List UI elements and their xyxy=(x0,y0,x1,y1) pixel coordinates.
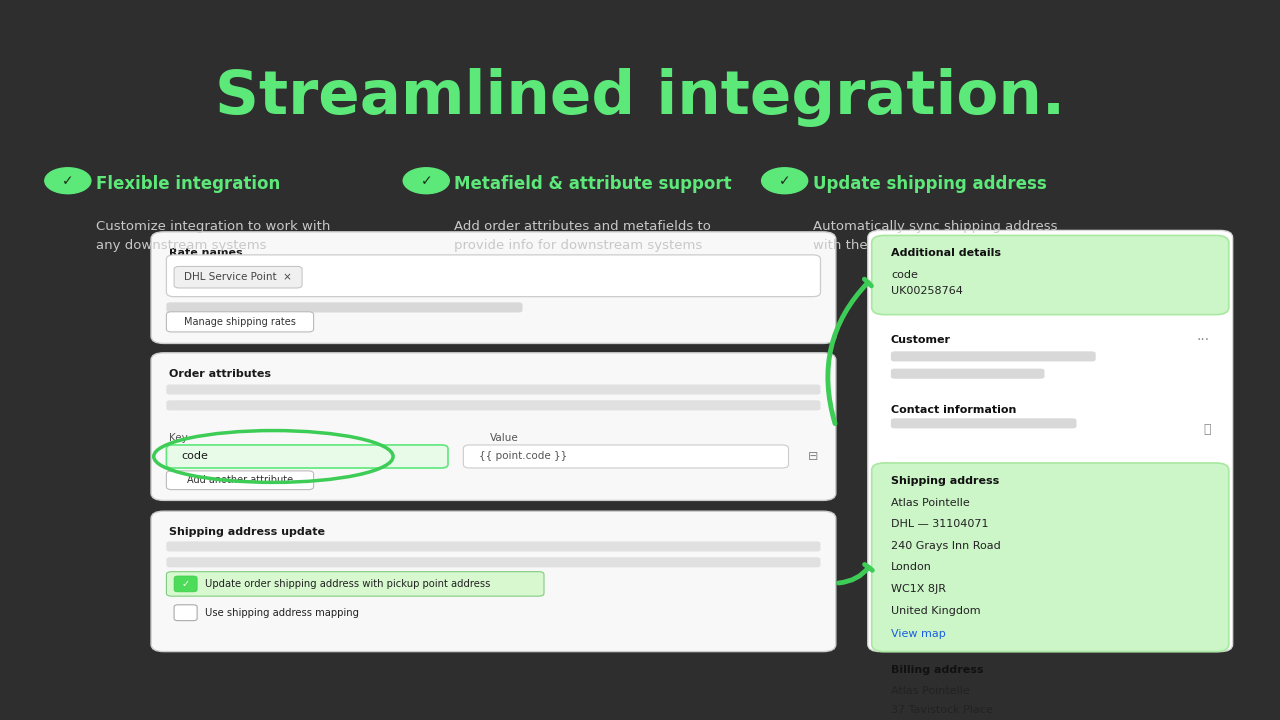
Text: Flexible integration: Flexible integration xyxy=(96,175,280,192)
FancyBboxPatch shape xyxy=(166,255,820,297)
Text: Add another attribute: Add another attribute xyxy=(187,475,293,485)
Text: ✓: ✓ xyxy=(61,174,74,188)
FancyBboxPatch shape xyxy=(166,572,544,596)
Text: Atlas Pointelle: Atlas Pointelle xyxy=(891,498,970,508)
Text: Customer: Customer xyxy=(891,335,951,345)
Text: ✓: ✓ xyxy=(778,174,791,188)
Text: Metafield & attribute support: Metafield & attribute support xyxy=(454,175,732,192)
Text: ✓: ✓ xyxy=(420,174,433,188)
Circle shape xyxy=(45,168,91,194)
FancyBboxPatch shape xyxy=(174,605,197,621)
Text: Key: Key xyxy=(169,433,188,444)
FancyBboxPatch shape xyxy=(174,576,197,592)
FancyBboxPatch shape xyxy=(868,230,1233,652)
Text: Streamlined integration.: Streamlined integration. xyxy=(215,68,1065,127)
Text: ✓: ✓ xyxy=(182,579,189,589)
FancyBboxPatch shape xyxy=(166,302,522,312)
Text: Value: Value xyxy=(490,433,518,444)
FancyBboxPatch shape xyxy=(463,445,788,468)
Text: code: code xyxy=(182,451,209,462)
FancyBboxPatch shape xyxy=(891,351,1096,361)
Text: Atlas Pointelle: Atlas Pointelle xyxy=(891,686,970,696)
Text: View map: View map xyxy=(891,629,946,639)
FancyBboxPatch shape xyxy=(891,369,1044,379)
FancyBboxPatch shape xyxy=(872,235,1229,315)
FancyBboxPatch shape xyxy=(166,384,820,395)
Text: Contact information: Contact information xyxy=(891,405,1016,415)
FancyBboxPatch shape xyxy=(872,463,1229,652)
FancyBboxPatch shape xyxy=(166,541,820,552)
Text: ···: ··· xyxy=(1197,333,1210,347)
Text: Customize integration to work with
any downstream systems: Customize integration to work with any d… xyxy=(96,220,330,252)
Text: Rate names: Rate names xyxy=(169,248,243,258)
Text: Update order shipping address with pickup point address: Update order shipping address with picku… xyxy=(205,579,490,589)
Text: Additional details: Additional details xyxy=(891,248,1001,258)
Text: Shipping address: Shipping address xyxy=(891,476,1000,486)
Text: Update shipping address: Update shipping address xyxy=(813,175,1047,192)
FancyBboxPatch shape xyxy=(166,400,820,410)
FancyBboxPatch shape xyxy=(891,418,1076,428)
Text: 240 Grays Inn Road: 240 Grays Inn Road xyxy=(891,541,1001,551)
Text: ⊟: ⊟ xyxy=(808,450,818,463)
Text: Add order attributes and metafields to
provide info for downstream systems: Add order attributes and metafields to p… xyxy=(454,220,712,252)
Text: DHL Service Point  ×: DHL Service Point × xyxy=(184,272,292,282)
Text: DHL — 31104071: DHL — 31104071 xyxy=(891,519,988,529)
FancyBboxPatch shape xyxy=(174,266,302,288)
Text: Use shipping address mapping: Use shipping address mapping xyxy=(205,608,358,618)
FancyBboxPatch shape xyxy=(166,445,448,468)
Text: Order attributes: Order attributes xyxy=(169,369,271,379)
Circle shape xyxy=(762,168,808,194)
Circle shape xyxy=(403,168,449,194)
Text: United Kingdom: United Kingdom xyxy=(891,606,980,616)
Text: code: code xyxy=(891,270,918,280)
Text: Shipping address update: Shipping address update xyxy=(169,527,325,537)
Text: London: London xyxy=(891,562,932,572)
FancyBboxPatch shape xyxy=(166,557,820,567)
FancyBboxPatch shape xyxy=(151,232,836,343)
Text: ⧉: ⧉ xyxy=(1203,423,1211,436)
Text: Automatically sync shipping address
with the pickup point details: Automatically sync shipping address with… xyxy=(813,220,1057,252)
Text: 37 Tavistock Place: 37 Tavistock Place xyxy=(891,705,993,715)
FancyBboxPatch shape xyxy=(166,312,314,332)
FancyBboxPatch shape xyxy=(151,353,836,500)
Text: WC1X 8JR: WC1X 8JR xyxy=(891,584,946,594)
FancyBboxPatch shape xyxy=(151,511,836,652)
Text: Manage shipping rates: Manage shipping rates xyxy=(184,317,296,327)
Text: UK00258764: UK00258764 xyxy=(891,286,963,296)
FancyBboxPatch shape xyxy=(166,471,314,490)
Text: {{ point.code }}: {{ point.code }} xyxy=(479,451,567,462)
Text: Billing address: Billing address xyxy=(891,665,983,675)
